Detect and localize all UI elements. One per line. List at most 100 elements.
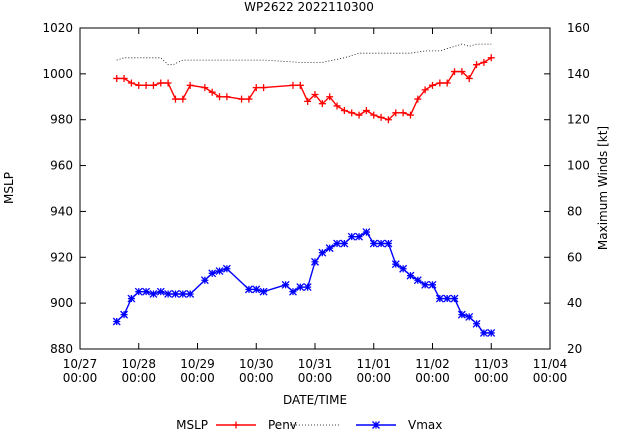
penv-point (487, 54, 495, 62)
penv-point (458, 68, 466, 76)
vmax-point (171, 290, 180, 298)
penv-point (208, 88, 216, 96)
penv-point (348, 109, 356, 117)
series-layer (112, 43, 496, 337)
legend-vmax-label: Vmax (408, 418, 442, 432)
penv-point (245, 95, 253, 103)
x-tick-label-date: 11/04 (533, 357, 568, 371)
penv-point (149, 81, 157, 89)
vmax-point (443, 294, 452, 303)
vmax-point (178, 290, 187, 298)
y2-axis-title: Maximum Winds [kt] (596, 126, 610, 250)
penv-point (480, 58, 488, 66)
x-axis: 10/2700:0010/2800:0010/2900:0010/3000:00… (63, 28, 568, 385)
vmax-point (127, 294, 136, 303)
penv-point (340, 107, 348, 115)
x-tick-label-time: 00:00 (474, 371, 509, 385)
vmax-point (215, 267, 224, 276)
vmax-point (252, 285, 261, 294)
legend-penv-marker (232, 421, 240, 429)
vmax-point (450, 294, 459, 303)
legend-penv-label: Penv (268, 418, 297, 432)
vmax-point (421, 280, 430, 289)
vmax-point (391, 260, 400, 269)
penv-point (465, 74, 473, 82)
x-tick-label-date: 11/01 (356, 357, 391, 371)
vmax-point (259, 287, 268, 296)
legend-title: MSLP (176, 418, 208, 432)
vmax-point (355, 232, 364, 241)
y2-tick-label: 160 (567, 21, 590, 35)
vmax-point (289, 287, 297, 296)
penv-point (421, 86, 429, 94)
penv-point (113, 74, 121, 82)
penv-point (120, 74, 128, 82)
x-tick-label-date: 11/03 (474, 357, 509, 371)
penv-point (252, 84, 260, 92)
y2-tick-label: 140 (567, 67, 590, 81)
penv-point (392, 109, 400, 117)
y-tick-label: 1000 (42, 67, 73, 81)
penv-point (318, 100, 326, 108)
x-tick-label-date: 11/02 (415, 357, 450, 371)
penv-point (384, 116, 392, 124)
vmax-point (244, 285, 253, 294)
x-tick-label-date: 10/28 (121, 357, 156, 371)
penv-point (289, 81, 297, 89)
vmax-point (142, 287, 151, 296)
penv-point (142, 81, 150, 89)
x-tick-label-time: 00:00 (239, 371, 274, 385)
vmax-point (377, 239, 386, 248)
penv-point (157, 79, 165, 87)
vmax-point (472, 319, 481, 328)
vmax-point (296, 283, 305, 292)
x-tick-label-time: 00:00 (415, 371, 450, 385)
vmax-point (457, 310, 466, 319)
vmax-point (369, 239, 378, 248)
penv-point (399, 109, 407, 117)
vmax-point (112, 317, 121, 326)
penv-point (451, 68, 459, 76)
vmax-point (406, 271, 415, 280)
legend: MSLP Penv Vmax (176, 418, 442, 432)
penv-point (429, 81, 436, 89)
vmax-point (487, 328, 496, 337)
penv-point (186, 81, 194, 89)
y-tick-label: 980 (50, 113, 73, 127)
penv-point (216, 93, 224, 101)
y2-tick-label: 80 (567, 204, 582, 218)
y2-tick-label: 100 (567, 159, 590, 173)
vmax-point (120, 310, 129, 319)
penv-point (296, 81, 304, 89)
penv-point (443, 79, 451, 87)
y2-tick-label: 60 (567, 250, 582, 264)
chart-title: WP2622 2022110300 (244, 0, 374, 14)
vmax-point (186, 290, 195, 298)
x-tick-label-time: 00:00 (298, 371, 333, 385)
penv-point (311, 90, 319, 98)
x-tick-label-time: 00:00 (356, 371, 391, 385)
y-tick-label: 960 (50, 159, 73, 173)
y-tick-label: 880 (50, 342, 73, 356)
y2-tick-label: 120 (567, 113, 590, 127)
penv-point (406, 111, 414, 119)
vmax-point (318, 248, 327, 257)
y-tick-label: 920 (50, 250, 73, 264)
penv-point (135, 81, 143, 89)
x-tick-label-date: 10/30 (239, 357, 274, 371)
vmax-point (208, 269, 217, 278)
vmax-point (325, 244, 334, 253)
penv-point (333, 102, 341, 110)
x-tick-label-date: 10/31 (298, 357, 333, 371)
y-tick-label: 940 (50, 204, 73, 218)
x-tick-label-time: 00:00 (180, 371, 215, 385)
vmax-point (384, 239, 393, 248)
penv-point (179, 95, 187, 103)
x-tick-label-date: 10/27 (63, 357, 98, 371)
penv-point (377, 113, 385, 121)
vmax-point (200, 276, 209, 285)
vmax-point (281, 280, 290, 289)
vmax-point (134, 287, 143, 296)
vmax-point (164, 290, 173, 298)
